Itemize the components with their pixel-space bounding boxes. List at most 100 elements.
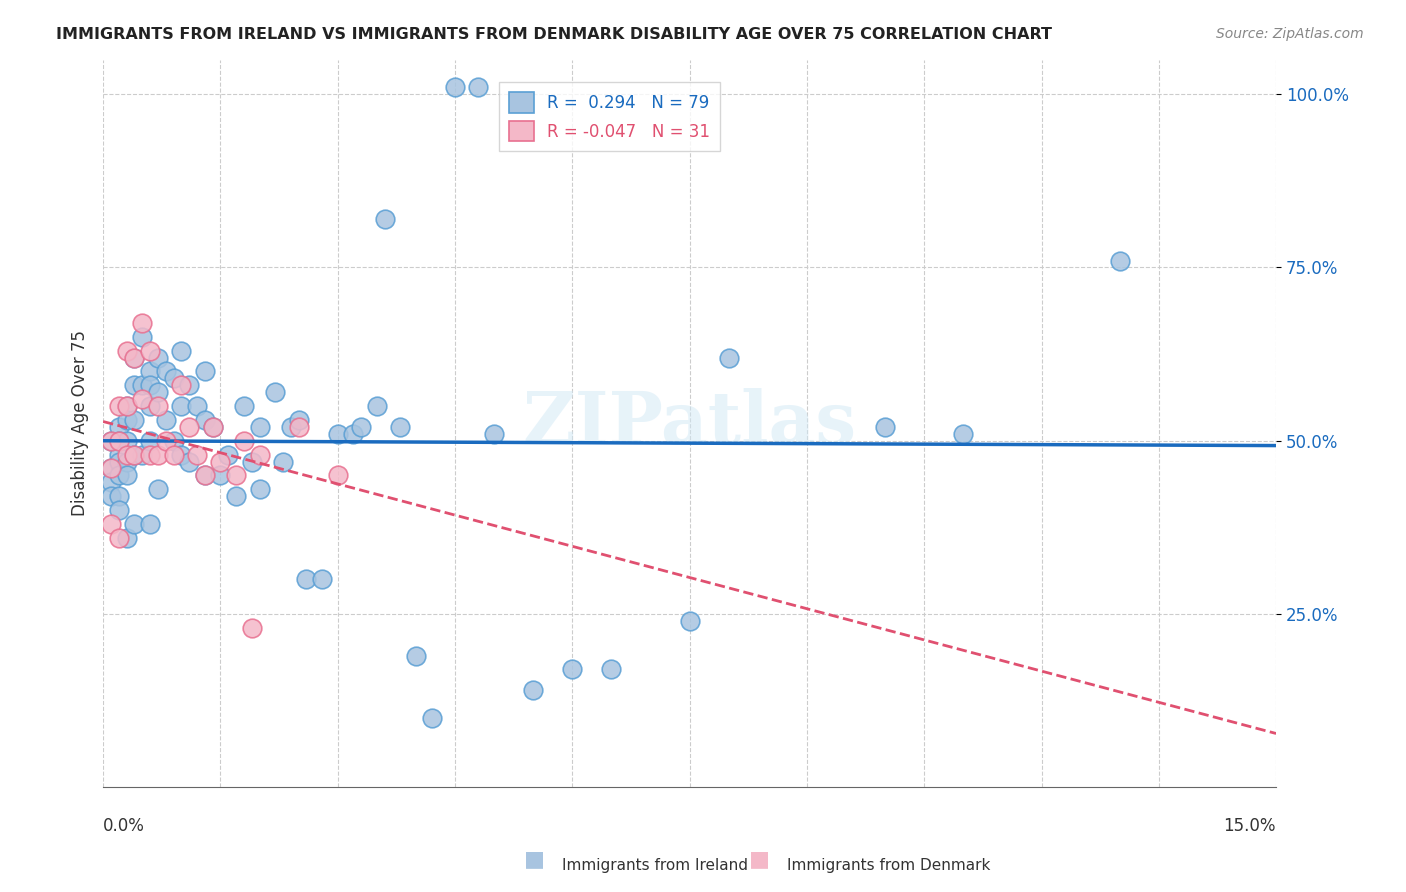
Immigrants from Ireland xyxy=(194,413,217,427)
Immigrants from Ireland xyxy=(155,413,177,427)
Immigrants from Denmark xyxy=(186,448,208,462)
Immigrants from Ireland xyxy=(1108,253,1130,268)
Immigrants from Ireland xyxy=(162,371,184,385)
Immigrants from Ireland xyxy=(115,399,138,413)
Text: IMMIGRANTS FROM IRELAND VS IMMIGRANTS FROM DENMARK DISABILITY AGE OVER 75 CORREL: IMMIGRANTS FROM IRELAND VS IMMIGRANTS FR… xyxy=(56,27,1052,42)
Immigrants from Ireland xyxy=(139,399,162,413)
Legend: R =  0.294   N = 79, R = -0.047   N = 31: R = 0.294 N = 79, R = -0.047 N = 31 xyxy=(499,82,720,152)
Immigrants from Ireland xyxy=(194,468,217,483)
Immigrants from Ireland xyxy=(139,516,162,531)
Immigrants from Ireland xyxy=(405,648,427,663)
Immigrants from Ireland xyxy=(952,426,974,441)
Immigrants from Ireland xyxy=(678,614,700,628)
Immigrants from Ireland xyxy=(146,482,169,496)
Immigrants from Ireland xyxy=(107,503,129,517)
Immigrants from Ireland xyxy=(146,385,169,400)
Immigrants from Ireland xyxy=(280,420,302,434)
Immigrants from Ireland xyxy=(420,711,443,725)
Immigrants from Ireland xyxy=(389,420,412,434)
Text: ZIPatlas: ZIPatlas xyxy=(523,388,856,458)
Immigrants from Ireland xyxy=(124,351,146,365)
Immigrants from Ireland xyxy=(115,413,138,427)
Immigrants from Denmark xyxy=(131,316,153,330)
Immigrants from Denmark xyxy=(287,420,309,434)
Immigrants from Ireland xyxy=(107,489,129,503)
Immigrants from Denmark xyxy=(100,461,122,475)
Immigrants from Denmark xyxy=(249,448,271,462)
Immigrants from Denmark xyxy=(139,343,162,358)
Immigrants from Ireland xyxy=(186,399,208,413)
Immigrants from Ireland xyxy=(194,364,217,378)
Immigrants from Denmark xyxy=(225,468,247,483)
Immigrants from Denmark xyxy=(131,392,153,406)
Immigrants from Ireland xyxy=(124,516,146,531)
Text: 0.0%: 0.0% xyxy=(103,817,145,835)
Immigrants from Denmark xyxy=(326,468,349,483)
Immigrants from Denmark xyxy=(100,516,122,531)
Immigrants from Ireland xyxy=(115,454,138,468)
Immigrants from Denmark xyxy=(146,448,169,462)
Immigrants from Ireland xyxy=(170,343,193,358)
Immigrants from Ireland xyxy=(444,80,467,95)
Immigrants from Ireland xyxy=(100,434,122,448)
Immigrants from Ireland xyxy=(107,454,129,468)
Immigrants from Ireland xyxy=(311,572,333,586)
Immigrants from Denmark xyxy=(209,454,232,468)
Immigrants from Ireland xyxy=(155,364,177,378)
Text: Source: ZipAtlas.com: Source: ZipAtlas.com xyxy=(1216,27,1364,41)
Immigrants from Ireland xyxy=(522,683,544,698)
Text: ■: ■ xyxy=(749,849,769,869)
Immigrants from Ireland xyxy=(146,351,169,365)
Immigrants from Ireland xyxy=(482,426,505,441)
Immigrants from Ireland xyxy=(326,426,349,441)
Immigrants from Ireland xyxy=(115,434,138,448)
Immigrants from Ireland xyxy=(249,420,271,434)
Immigrants from Ireland xyxy=(875,420,897,434)
Immigrants from Ireland xyxy=(179,454,201,468)
Immigrants from Ireland xyxy=(287,413,309,427)
Immigrants from Denmark xyxy=(115,343,138,358)
Immigrants from Ireland xyxy=(350,420,373,434)
Immigrants from Ireland xyxy=(240,454,263,468)
Immigrants from Ireland xyxy=(131,378,153,392)
Immigrants from Ireland xyxy=(107,468,129,483)
Immigrants from Denmark xyxy=(155,434,177,448)
Immigrants from Denmark xyxy=(170,378,193,392)
Immigrants from Ireland xyxy=(107,434,129,448)
Immigrants from Ireland xyxy=(217,448,239,462)
Immigrants from Ireland xyxy=(107,448,129,462)
Immigrants from Ireland xyxy=(107,420,129,434)
Immigrants from Ireland xyxy=(139,434,162,448)
Immigrants from Ireland xyxy=(139,364,162,378)
Immigrants from Ireland xyxy=(100,461,122,475)
Immigrants from Ireland xyxy=(295,572,318,586)
Immigrants from Ireland xyxy=(100,475,122,490)
Immigrants from Ireland xyxy=(249,482,271,496)
Immigrants from Ireland xyxy=(366,399,388,413)
Immigrants from Denmark xyxy=(107,399,129,413)
Immigrants from Denmark xyxy=(107,434,129,448)
Immigrants from Denmark xyxy=(146,399,169,413)
Immigrants from Ireland xyxy=(264,385,287,400)
Immigrants from Ireland xyxy=(124,413,146,427)
Immigrants from Denmark xyxy=(115,448,138,462)
Immigrants from Denmark xyxy=(201,420,224,434)
Immigrants from Denmark xyxy=(124,448,146,462)
Immigrants from Ireland xyxy=(201,420,224,434)
Immigrants from Ireland xyxy=(124,378,146,392)
Immigrants from Denmark xyxy=(124,351,146,365)
Immigrants from Ireland xyxy=(271,454,294,468)
Immigrants from Ireland xyxy=(232,399,254,413)
Immigrants from Denmark xyxy=(100,434,122,448)
Text: ■: ■ xyxy=(524,849,544,869)
Immigrants from Ireland xyxy=(717,351,740,365)
Immigrants from Denmark xyxy=(162,448,184,462)
Immigrants from Ireland xyxy=(209,468,232,483)
Immigrants from Ireland xyxy=(139,378,162,392)
Immigrants from Ireland xyxy=(124,448,146,462)
Immigrants from Ireland xyxy=(162,434,184,448)
Immigrants from Ireland xyxy=(115,468,138,483)
Immigrants from Denmark xyxy=(194,468,217,483)
Immigrants from Ireland xyxy=(374,211,396,226)
Immigrants from Ireland xyxy=(131,448,153,462)
